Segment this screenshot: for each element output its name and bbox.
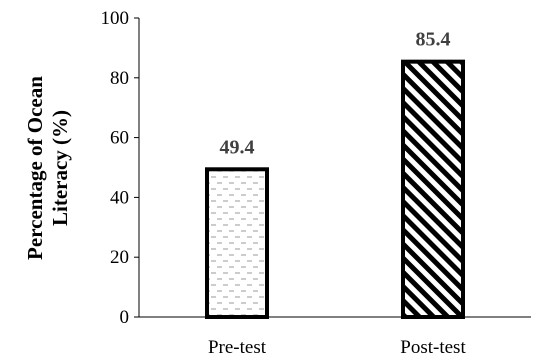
y-axis-ticks: 0 20 40 60 80 100 [101,8,139,328]
category-label: Pre-test [208,337,267,358]
y-tick-label: 60 [110,128,129,149]
data-label: 49.4 [220,136,255,158]
data-label: 85.4 [416,29,451,51]
data-labels: 49.4 85.4 [220,29,451,159]
bar-post-test [401,59,465,319]
category-labels: Pre-test Post-test [208,337,466,358]
y-tick-label: 20 [110,247,129,268]
y-tick-label: 100 [101,8,130,29]
y-tick-label: 0 [120,307,130,328]
y-axis-title-line-2: Literacy (%) [48,110,72,226]
category-label: Post-test [400,337,466,358]
y-tick-label: 40 [110,187,129,208]
y-tick-label: 80 [110,68,129,89]
bar-pre-test [205,167,269,319]
y-axis-title-line-1: Percentage of Ocean [23,76,47,260]
bars [205,59,465,319]
